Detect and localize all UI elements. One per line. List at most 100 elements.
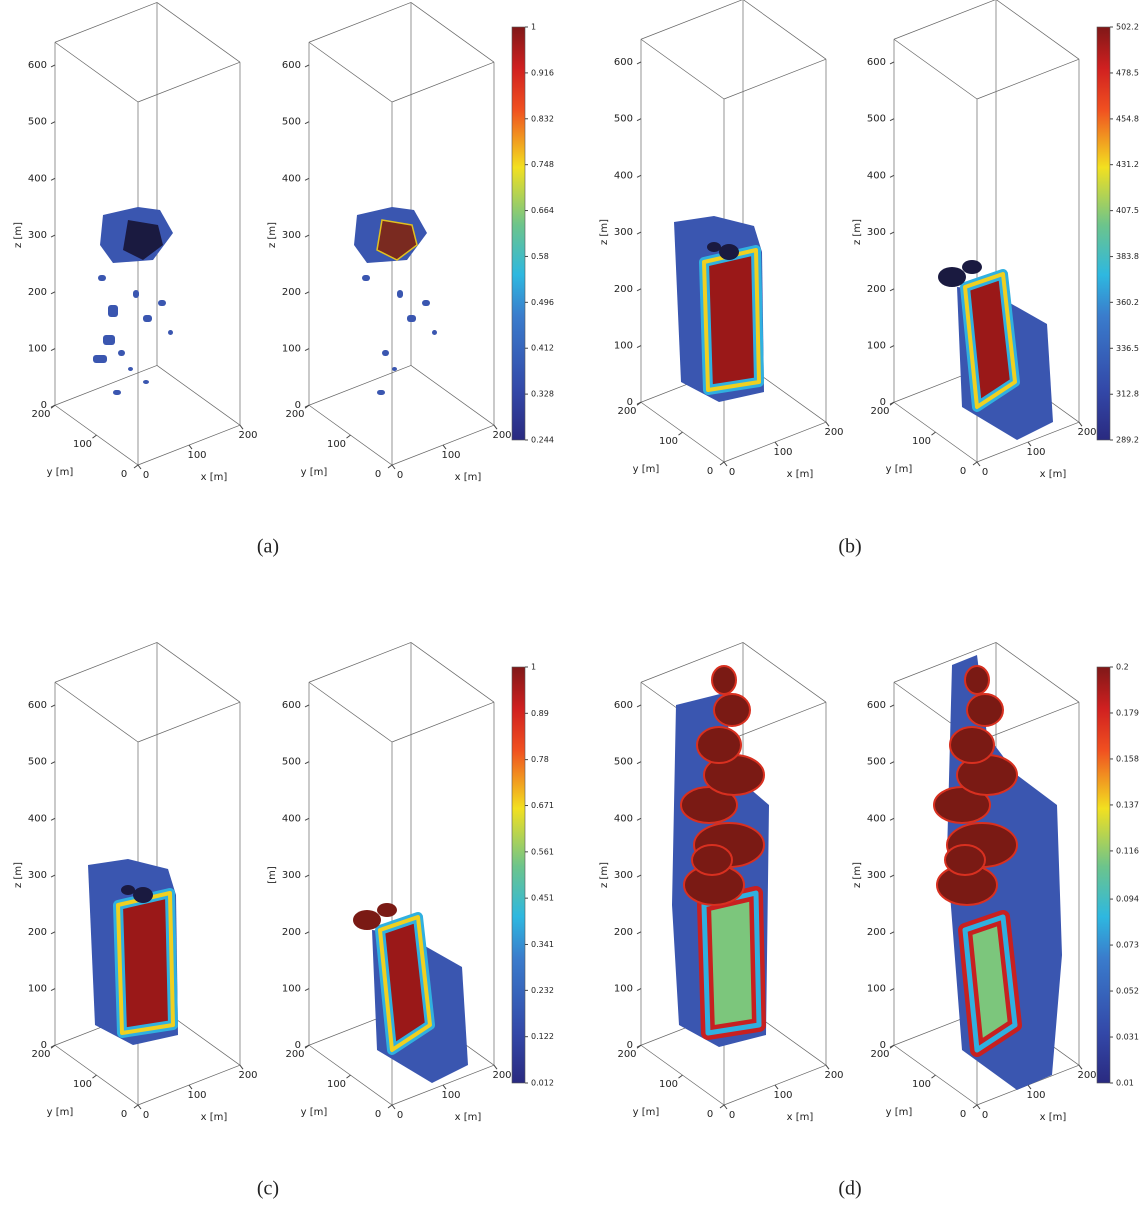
box-edge: [976, 58, 1080, 100]
y-tick-label: 0: [121, 469, 127, 480]
z-tick: [304, 64, 310, 68]
panel-label: (c): [257, 1178, 279, 1200]
z-tick: [304, 177, 310, 181]
box-edge: [156, 365, 241, 426]
volume-render: [158, 300, 166, 306]
z-tick: [304, 234, 310, 238]
box-edge: [137, 61, 241, 103]
z-tick-label: 300: [614, 227, 633, 238]
z-tick-label: 200: [282, 287, 301, 298]
x-axis-label: x [m]: [787, 469, 814, 480]
y-tick-label: 200: [31, 1049, 50, 1060]
z-tick-label: 0: [880, 397, 886, 408]
x-tick-label: 200: [824, 1070, 843, 1081]
volume-render: [382, 350, 389, 356]
volume-render: [962, 914, 1018, 1053]
volume-render: [168, 330, 173, 335]
z-tick-label: 600: [282, 60, 301, 71]
panel-label: (a): [257, 536, 279, 558]
y-tick-label: 200: [617, 406, 636, 417]
y-tick-label: 100: [73, 1079, 92, 1090]
box-edge: [742, 642, 827, 703]
x-tick: [391, 1104, 396, 1110]
x-tick: [774, 1084, 779, 1090]
y-tick: [133, 1104, 139, 1109]
z-tick-label: 0: [41, 400, 47, 411]
z-tick-label: 400: [28, 813, 47, 824]
z-tick-label: 200: [28, 287, 47, 298]
colorbar-tick-label: 0.244: [531, 436, 554, 445]
colorbar: 0.012 0.122 0.232 0.341 0.451 0.561 0.671 0.78 0…: [511, 663, 554, 1088]
z-tick-label: 0: [295, 1040, 301, 1051]
z-tick-label: 500: [867, 114, 886, 125]
z-tick: [889, 988, 895, 991]
z-tick: [304, 817, 310, 821]
z-tick-label: 600: [614, 57, 633, 68]
x-tick-label: 100: [1026, 447, 1045, 458]
x-tick-label: 0: [729, 1110, 735, 1121]
colorbar: 289.2 312.8 336.5 360.2 383.8 407.5 431.2 454.8…: [1096, 23, 1139, 445]
y-tick-label: 200: [31, 409, 50, 420]
y-axis-label: y [m]: [301, 467, 328, 478]
z-axis-label: [m]: [267, 866, 278, 884]
x-tick-label: 200: [238, 1070, 257, 1081]
volume-render: [133, 887, 153, 903]
y-axis-label: y [m]: [47, 1107, 74, 1118]
z-tick: [304, 874, 310, 878]
colorbar-tick-label: 0.122: [531, 1032, 554, 1041]
z-tick: [889, 761, 895, 765]
box-edge: [308, 41, 393, 103]
z-tick: [889, 174, 895, 178]
z-tick: [889, 288, 895, 292]
box-edge: [976, 701, 1080, 743]
x-axis-label: x [m]: [455, 472, 482, 483]
y-tick: [889, 401, 895, 406]
y-tick: [972, 461, 978, 466]
z-tick: [50, 931, 56, 935]
y-tick: [678, 431, 683, 436]
z-tick-label: 300: [28, 870, 47, 881]
z-tick: [636, 817, 642, 821]
x-tick-label: 200: [1077, 1070, 1096, 1081]
x-axis-label: x [m]: [201, 1112, 228, 1123]
x-tick: [137, 464, 142, 470]
colorbar-tick-label: 478.5: [1116, 68, 1139, 77]
colorbar-tick-label: 0.412: [531, 344, 554, 353]
y-axis-label: y [m]: [886, 464, 913, 475]
colorbar-tick-label: 0.232: [531, 986, 554, 995]
z-tick: [636, 174, 642, 178]
z-tick: [304, 931, 310, 935]
colorbar-tick-label: 407.5: [1116, 206, 1139, 215]
colorbar-tick-label: 0.158: [1116, 754, 1139, 763]
x-tick-label: 0: [397, 470, 403, 481]
volume-render: [711, 665, 737, 695]
z-tick-label: 200: [614, 927, 633, 938]
volume-render: [113, 390, 121, 395]
colorbar-tick-label: 312.8: [1116, 390, 1139, 399]
colorbar-tick-label: 0.031: [1116, 1033, 1139, 1042]
colorbar-tick-label: 0.341: [531, 940, 554, 949]
colorbar-tick-label: 0.073: [1116, 941, 1139, 950]
z-tick-label: 600: [28, 700, 47, 711]
x-tick: [239, 424, 244, 430]
colorbar-tick-label: 431.2: [1116, 160, 1139, 169]
y-tick-label: 100: [659, 1079, 678, 1090]
x-tick: [493, 1064, 498, 1070]
z-tick-label: 0: [627, 1040, 633, 1051]
volume-render: [108, 305, 118, 317]
y-tick-label: 100: [659, 436, 678, 447]
z-tick: [636, 61, 642, 65]
box-edge: [54, 681, 139, 743]
volume-render: [713, 693, 751, 727]
box-edge: [995, 642, 1080, 703]
x-tick: [1078, 421, 1083, 427]
volume-render: [93, 355, 107, 363]
panel-label: (d): [838, 1178, 861, 1200]
colorbar-tick-label: 0.137: [1116, 800, 1139, 809]
z-tick-label: 100: [867, 984, 886, 995]
z-axis-label: z [m]: [599, 862, 610, 888]
